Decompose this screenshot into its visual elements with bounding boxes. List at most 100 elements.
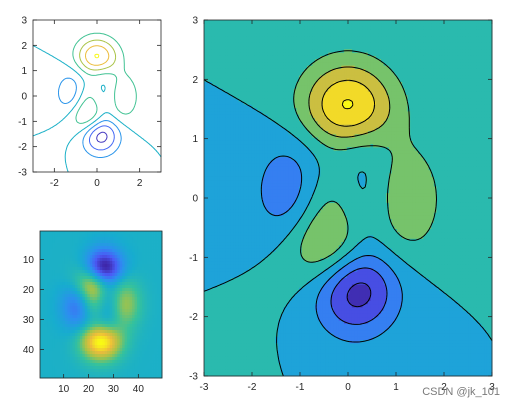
filled-contour-cell [227,68,231,73]
heatmap-cell [137,339,140,343]
filled-contour-cell [293,55,297,60]
heatmap-cell [44,357,48,361]
heatmap-cell [92,237,96,241]
filled-contour-cell [291,52,295,57]
filled-contour-cell [444,49,448,54]
heatmap-cell [87,306,91,310]
filled-contour-cell [428,49,432,54]
filled-contour-cell [254,29,258,34]
filled-contour-cell [277,20,282,24]
filled-contour-cell [418,55,422,60]
filled-contour-cell [481,49,485,54]
filled-contour-cell [410,82,414,86]
heatmap-cell [149,372,153,376]
filled-contour-cell [362,59,366,63]
filled-contour-cell [391,91,395,96]
heatmap-cell [84,288,88,292]
heatmap-cell [44,336,48,340]
filled-contour-cell [209,85,213,90]
heatmap-cell [87,318,91,322]
filled-contour-cell [309,65,313,70]
heatmap-cell [144,306,148,310]
heatmap-cell [87,279,91,283]
filled-contour-cell [307,59,311,63]
heatmap-cell [87,363,91,367]
filled-contour-cell [346,26,350,31]
filled-contour-cell [325,75,329,80]
filled-contour-cell [299,75,303,80]
filled-contour-cell [267,85,271,90]
filled-contour-cell [378,33,382,37]
filled-contour-cell [439,65,443,70]
filled-contour-cell [447,23,451,28]
filled-contour-cell [391,72,395,77]
filled-contour-cell [296,33,300,37]
filled-contour-cell [489,42,493,47]
filled-contour-cell [465,29,469,34]
filled-contour-cell [375,52,379,57]
heatmap-cell [42,336,46,340]
heatmap-cell [42,249,46,253]
filled-contour-cell [283,85,287,90]
heatmap-cell [89,249,93,253]
heatmap-cell [82,270,86,274]
filled-contour-cell [267,91,271,96]
filled-contour-cell [328,36,332,41]
heatmap-cell [40,255,43,259]
heatmap-cell [52,285,56,289]
filled-contour-cell [447,29,451,34]
filled-contour-cell [481,39,485,44]
heatmap-cell [57,342,61,346]
filled-contour-cell [214,29,218,34]
filled-contour-cell [211,42,216,47]
filled-contour-cell [204,33,208,37]
heatmap-cell [137,264,140,268]
heatmap-cell [139,309,143,313]
filled-contour-cell [386,29,390,34]
heatmap-cell [44,345,48,349]
heatmap-cell [147,255,150,259]
filled-contour-cell [341,46,345,50]
filled-contour-cell [225,23,229,28]
heatmap-cell [49,369,53,373]
filled-contour-cell [420,29,424,34]
heatmap-cell [159,291,163,295]
heatmap-cell [154,306,158,310]
heatmap-cell [137,369,140,373]
filled-contour-cell [270,49,274,54]
heatmap-cell [59,249,63,253]
filled-contour-cell [267,75,271,80]
heatmap-cell [102,294,106,298]
filled-contour-cell [354,59,358,63]
filled-contour-cell [436,36,440,41]
filled-contour-cell [259,46,263,50]
filled-contour-cell [455,33,459,37]
heatmap-cell [42,363,46,367]
heatmap-cell [137,351,140,355]
heatmap-cell [62,243,66,247]
filled-contour-cell [277,42,282,47]
filled-contour-cell [367,85,371,90]
filled-contour-cell [209,65,213,70]
heatmap-cell [42,270,46,274]
filled-contour-cell [336,55,340,60]
filled-contour-cell [428,72,432,77]
heatmap-cell [152,291,155,295]
heatmap-cell [112,321,116,325]
heatmap-cell [122,309,126,313]
filled-contour-cell [243,59,247,63]
filled-contour-cell [243,78,247,83]
heatmap-cell [82,327,86,331]
filled-contour-cell [431,62,435,67]
heatmap-cell [137,324,140,328]
heatmap-cell [52,339,56,343]
heatmap-cell [127,252,131,256]
heatmap-cell [127,315,131,319]
filled-contour-cell [407,82,411,86]
filled-contour-cell [420,82,424,86]
filled-contour-cell [243,33,247,37]
heatmap-cell [127,282,131,286]
heatmap-cell [94,369,98,373]
heatmap-cell [74,297,78,301]
heatmap-cell [127,249,131,253]
